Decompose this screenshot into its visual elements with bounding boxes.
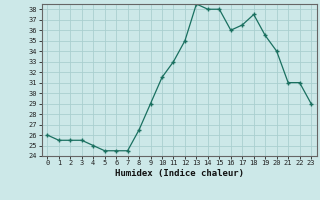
X-axis label: Humidex (Indice chaleur): Humidex (Indice chaleur) xyxy=(115,169,244,178)
